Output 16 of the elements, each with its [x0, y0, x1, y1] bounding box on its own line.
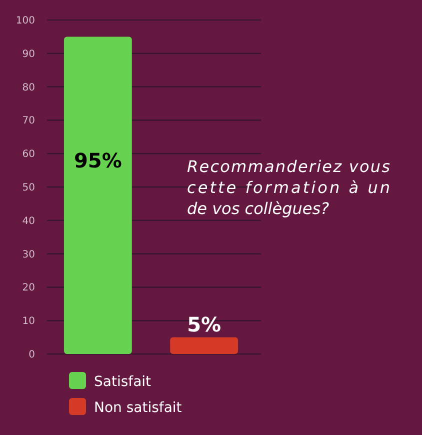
y-tick-label: 90	[22, 48, 35, 60]
y-tick-label: 70	[22, 116, 35, 127]
legend-label: Satisfait	[94, 374, 152, 390]
legend-label: Non satisfait	[94, 400, 182, 416]
y-tick-label: 30	[22, 249, 35, 260]
data-label: 95%	[74, 148, 122, 172]
y-tick-label: 0	[28, 350, 35, 360]
data-label: 5%	[187, 312, 222, 336]
text: Recommanderiez vous cette formation à un de vos collègues?	[187, 157, 390, 218]
y-tick-label: 60	[22, 149, 35, 160]
y-tick-label: 10	[22, 316, 35, 328]
y-tick-label: 40	[22, 216, 35, 227]
y-tick-label: 20	[22, 282, 35, 294]
y-tick-label: 80	[22, 82, 35, 94]
y-tick-label: 100	[16, 16, 35, 26]
y-tick-label: 50	[22, 182, 35, 194]
